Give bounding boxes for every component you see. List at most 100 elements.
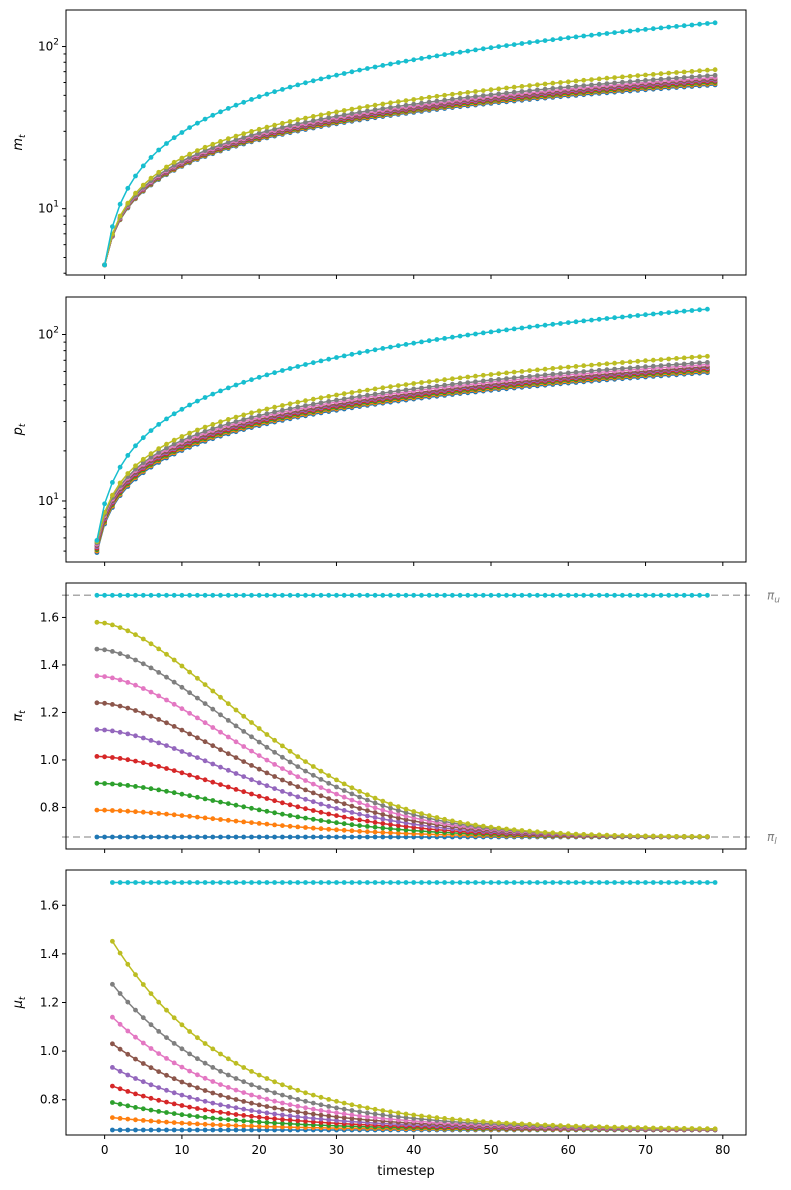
marker-s1-14	[218, 1127, 223, 1133]
marker-s9-74	[681, 1126, 687, 1131]
marker-s5-15	[225, 1104, 231, 1109]
marker-s10-31	[349, 880, 355, 885]
marker-s9-24	[287, 119, 293, 124]
marker-s8-29	[318, 777, 324, 782]
marker-s10-72	[658, 25, 664, 31]
marker-s9-52	[496, 371, 502, 377]
marker-s9-50	[496, 1120, 502, 1126]
marker-s9-30	[326, 394, 332, 399]
marker-s6-22	[280, 1106, 285, 1112]
marker-s5-22	[280, 1112, 285, 1118]
marker-s9-32	[341, 391, 347, 397]
marker-s8-26	[303, 119, 308, 125]
marker-s4-25	[287, 802, 293, 808]
marker-s8-48	[473, 94, 478, 99]
marker-s4-18	[249, 1113, 254, 1119]
marker-s10-7	[148, 592, 154, 598]
marker-s10-13	[195, 592, 200, 598]
marker-s1-10	[171, 834, 177, 840]
marker-s9-20	[256, 126, 262, 132]
marker-s2-1	[117, 1116, 123, 1121]
marker-s10-44	[442, 52, 447, 57]
marker-s3-5	[148, 1107, 154, 1113]
marker-s9-63	[581, 363, 587, 369]
marker-s1-34	[357, 834, 362, 840]
marker-s2-4	[140, 1118, 146, 1123]
marker-s9-5	[140, 182, 146, 188]
marker-s1-15	[210, 834, 216, 840]
marker-s3-23	[287, 1121, 293, 1127]
marker-s10-39	[395, 343, 401, 349]
marker-s9-37	[380, 385, 386, 391]
marker-s10-32	[349, 69, 355, 75]
marker-s9-62	[573, 831, 579, 837]
marker-s7-18	[233, 739, 239, 745]
marker-s1-0	[94, 834, 100, 840]
marker-s8-1	[102, 647, 107, 653]
marker-s3-13	[195, 794, 200, 800]
marker-s10-36	[372, 347, 378, 353]
marker-s7-15	[225, 1085, 231, 1090]
marker-s9-27	[303, 398, 308, 404]
series-line-10	[103, 22, 716, 266]
marker-s9-16	[225, 136, 231, 142]
marker-s3-24	[295, 1121, 301, 1127]
marker-s4-6	[156, 1097, 162, 1103]
marker-s8-67	[620, 79, 625, 85]
marker-s5-19	[256, 1109, 262, 1115]
marker-s10-30	[334, 72, 339, 78]
marker-s10-18	[249, 880, 254, 885]
y-tick-label: 101	[38, 200, 59, 216]
marker-s1-29	[318, 834, 324, 840]
marker-s9-60	[558, 830, 563, 836]
marker-s9-10	[171, 657, 177, 663]
marker-s8-59	[558, 85, 563, 91]
marker-s9-6	[148, 175, 154, 181]
marker-s9-71	[643, 358, 648, 364]
marker-s8-15	[210, 426, 216, 432]
marker-s10-72	[666, 880, 672, 885]
marker-s9-69	[643, 1125, 648, 1131]
marker-s8-58	[542, 372, 548, 378]
y-tick-label: 1.0	[40, 753, 59, 767]
marker-s6-1	[102, 700, 107, 706]
marker-s9-54	[527, 1121, 532, 1127]
marker-s1-14	[202, 834, 208, 840]
marker-s2-16	[233, 1123, 239, 1128]
marker-s10-39	[411, 880, 417, 885]
marker-s2-5	[148, 1118, 154, 1124]
series-markers-10	[102, 20, 718, 268]
marker-s2-23	[272, 822, 277, 828]
marker-s7-5	[148, 1046, 154, 1051]
marker-s10-57	[542, 38, 548, 43]
marker-s9-45	[450, 91, 455, 97]
marker-s8-35	[365, 392, 370, 398]
marker-s9-22	[272, 122, 277, 128]
marker-s7-28	[326, 1109, 332, 1115]
marker-s6-1	[117, 1046, 123, 1052]
marker-s9-53	[504, 826, 509, 832]
marker-s9-52	[504, 85, 509, 91]
marker-s8-7	[148, 665, 154, 671]
marker-s6-35	[365, 808, 370, 813]
marker-s8-22	[272, 126, 277, 132]
marker-s4-27	[318, 1120, 324, 1125]
marker-s7-10	[171, 701, 177, 707]
marker-s9-57	[542, 81, 548, 87]
marker-s8-71	[650, 77, 656, 83]
marker-s7-19	[256, 1094, 262, 1100]
marker-s8-8	[156, 670, 162, 675]
marker-s9-32	[349, 106, 355, 112]
marker-s9-11	[179, 434, 185, 439]
marker-s10-38	[403, 880, 409, 885]
marker-s10-65	[596, 316, 602, 322]
marker-s9-76	[689, 69, 695, 74]
marker-s6-3	[133, 1056, 138, 1062]
marker-s8-59	[550, 371, 556, 377]
marker-s6-31	[334, 798, 339, 804]
marker-s8-1	[117, 991, 123, 996]
marker-s10-58	[550, 37, 556, 43]
marker-s8-44	[434, 383, 440, 389]
marker-s1-18	[249, 1127, 254, 1133]
marker-s10-61	[573, 34, 579, 40]
